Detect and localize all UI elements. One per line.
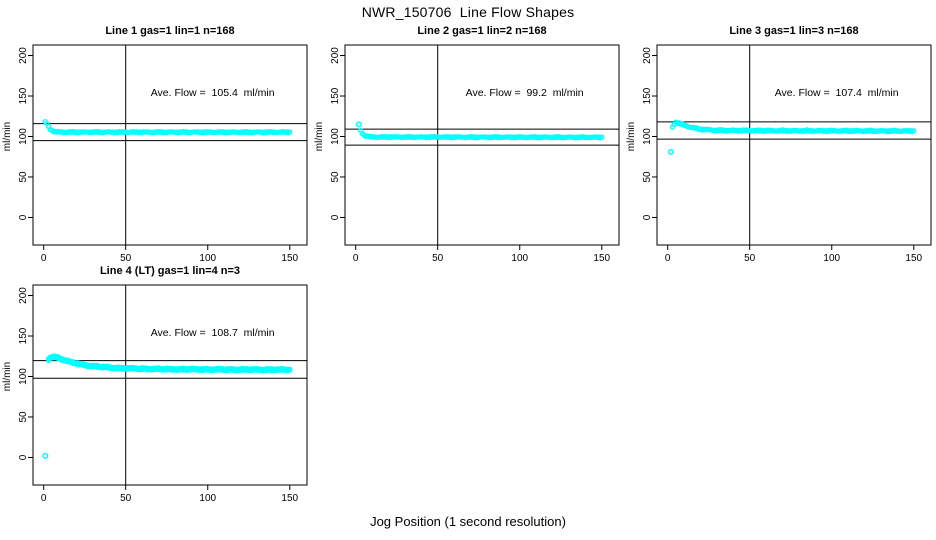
- svg-text:150: 150: [642, 87, 653, 104]
- ave-flow-annotation: Ave. Flow = 105.4 ml/min: [151, 87, 275, 99]
- svg-text:50: 50: [120, 493, 132, 502]
- svg-text:100: 100: [330, 128, 341, 145]
- subplot-title: Line 4 (LT) gas=1 lin=4 n=3: [100, 265, 240, 277]
- svg-text:100: 100: [199, 493, 216, 502]
- ave-flow-annotation: Ave. Flow = 108.7 ml/min: [151, 327, 275, 339]
- figure-title: NWR_150706 Line Flow Shapes: [361, 4, 575, 20]
- data-points: [667, 119, 917, 155]
- plot-box-and-axes: [652, 44, 932, 250]
- ave-flow-annotation: Ave. Flow = 107.4 ml/min: [775, 87, 899, 99]
- svg-text:50: 50: [18, 411, 29, 423]
- axis-tick-labels: 0 50 100 150 0 50 100 150 200: [642, 47, 923, 262]
- svg-text:50: 50: [18, 171, 29, 183]
- svg-text:0: 0: [665, 253, 671, 262]
- outlier-point: [355, 121, 362, 128]
- subplot-line-1: Line 1 gas=1 lin=1 n=168 0 50 100 150 0 50 100 1…: [0, 22, 312, 262]
- subplot-line-4: Line 4 (LT) gas=1 lin=4 n=3 0 50 100 150 0 50 1…: [0, 262, 312, 502]
- svg-text:150: 150: [281, 493, 298, 502]
- plot-box-and-axes: [28, 284, 308, 490]
- svg-text:0: 0: [353, 253, 359, 262]
- svg-text:150: 150: [593, 253, 610, 262]
- empty-cell: [624, 262, 936, 502]
- data-points: [355, 121, 605, 141]
- svg-text:200: 200: [18, 47, 29, 64]
- plot-box-and-axes: [28, 44, 308, 250]
- chart-svg: Line 3 gas=1 lin=3 n=168 0 50 100 150 0 50 100 1…: [626, 25, 932, 262]
- chart-svg: Line 2 gas=1 lin=2 n=168 0 50 100 150 0 50 100 1…: [314, 25, 620, 262]
- data-points: [42, 353, 293, 459]
- axis-tick-labels: 0 50 100 150 0 50 100 150 200: [18, 47, 299, 262]
- svg-text:200: 200: [330, 47, 341, 64]
- svg-text:150: 150: [18, 327, 29, 344]
- svg-text:100: 100: [823, 253, 840, 262]
- subplot-line-3: Line 3 gas=1 lin=3 n=168 0 50 100 150 0 50 100 1…: [624, 22, 936, 262]
- axis-tick-labels: 0 50 100 150 0 50 100 150 200: [18, 287, 299, 502]
- axis-tick-labels: 0 50 100 150 0 50 100 150 200: [330, 47, 611, 262]
- svg-text:50: 50: [432, 253, 444, 262]
- data-points: [42, 118, 293, 136]
- svg-text:0: 0: [41, 493, 47, 502]
- svg-text:50: 50: [744, 253, 756, 262]
- subplot-title: Line 2 gas=1 lin=2 n=168: [417, 25, 546, 37]
- chart-svg: Line 4 (LT) gas=1 lin=4 n=3 0 50 100 150 0 50 1…: [2, 265, 308, 502]
- subplot-title: Line 1 gas=1 lin=1 n=168: [105, 25, 234, 37]
- svg-text:0: 0: [642, 214, 653, 220]
- svg-text:200: 200: [18, 287, 29, 304]
- svg-text:150: 150: [18, 87, 29, 104]
- plot-box-and-axes: [340, 44, 620, 250]
- svg-text:150: 150: [905, 253, 922, 262]
- empty-cell: [312, 262, 624, 502]
- chart-svg: Line 1 gas=1 lin=1 n=168 0 50 100 150 0 50 100 1…: [2, 25, 308, 262]
- svg-text:0: 0: [330, 214, 341, 220]
- subplot-line-2: Line 2 gas=1 lin=2 n=168 0 50 100 150 0 50 100 1…: [312, 22, 624, 262]
- y-axis-label: ml/min: [626, 122, 637, 151]
- svg-text:50: 50: [120, 253, 132, 262]
- svg-text:100: 100: [18, 368, 29, 385]
- x-axis-shared-label: Jog Position (1 second resolution): [370, 514, 566, 529]
- svg-text:200: 200: [642, 47, 653, 64]
- svg-text:0: 0: [41, 253, 47, 262]
- subplot-title: Line 3 gas=1 lin=3 n=168: [729, 25, 858, 37]
- svg-text:150: 150: [330, 87, 341, 104]
- ave-flow-annotation: Ave. Flow = 99.2 ml/min: [466, 87, 584, 99]
- svg-text:0: 0: [18, 454, 29, 460]
- svg-text:0: 0: [18, 214, 29, 220]
- svg-text:100: 100: [18, 128, 29, 145]
- svg-text:100: 100: [199, 253, 216, 262]
- svg-text:100: 100: [511, 253, 528, 262]
- outlier-point: [42, 452, 49, 459]
- svg-text:50: 50: [330, 171, 341, 183]
- y-axis-label: ml/min: [2, 362, 13, 391]
- y-axis-label: ml/min: [314, 122, 325, 151]
- outlier-point: [667, 148, 674, 155]
- svg-text:100: 100: [642, 128, 653, 145]
- y-axis-label: ml/min: [2, 122, 13, 151]
- svg-text:150: 150: [281, 253, 298, 262]
- svg-text:50: 50: [642, 171, 653, 183]
- subplot-grid: Line 1 gas=1 lin=1 n=168 0 50 100 150 0 50 100 1…: [0, 22, 936, 502]
